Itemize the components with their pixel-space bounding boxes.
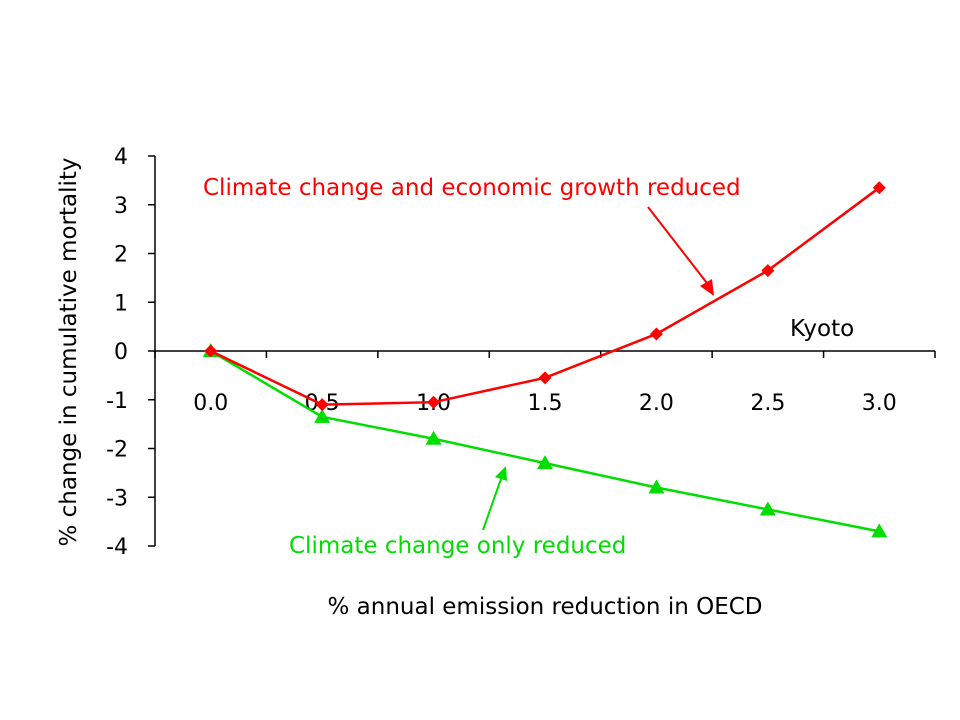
y-tick-label: 4 [114,145,128,170]
data-point-diamond [204,344,218,358]
green-series-annotation: Climate change only reduced [289,533,626,559]
y-tick-label: -4 [106,535,128,560]
chart-series [202,181,888,538]
red-annotation-arrow [647,206,714,296]
data-point-triangle [759,501,776,516]
data-point-triangle [648,479,665,494]
y-tick-label: 3 [114,194,128,219]
x-tick-label: 2.5 [750,391,785,416]
kyoto-annotation: Kyoto [790,316,854,342]
data-point-diamond [649,327,663,341]
y-tick-label: 0 [114,340,128,365]
x-tick-label: 0.0 [193,391,228,416]
data-point-diamond [427,395,441,409]
data-point-triangle [425,430,442,445]
data-point-triangle [871,523,888,538]
y-tick-label: -3 [106,486,128,511]
y-tick-label: -2 [106,438,128,463]
data-point-diamond [315,398,329,412]
red-series-annotation: Climate change and economic growth reduc… [203,175,741,201]
green-annotation-arrow [482,466,507,531]
data-point-diamond [872,181,886,195]
data-point-triangle [537,455,553,470]
x-tick-label: 3.0 [862,391,897,416]
x-axis-title: % annual emission reduction in OECD [327,594,762,620]
data-point-triangle [314,408,331,423]
chart-axes [148,155,936,547]
y-tick-label: 1 [114,291,128,316]
data-point-diamond [538,371,552,385]
x-tick-label: 2.0 [639,391,674,416]
x-tick-label: 1.5 [528,391,563,416]
y-axis-title: % change in cumulative mortality [56,157,82,546]
data-point-diamond [761,264,775,278]
y-tick-label: -1 [106,389,128,414]
y-tick-label: 2 [114,243,128,268]
